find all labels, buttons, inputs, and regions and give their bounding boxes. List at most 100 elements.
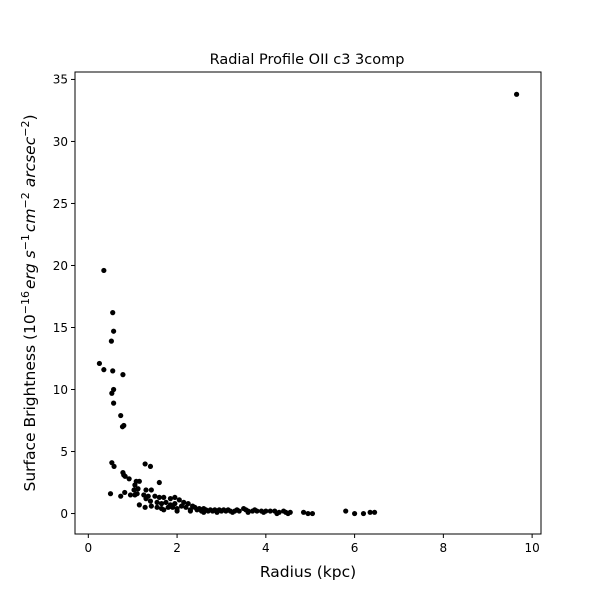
y-axis-label-unit-arcsec: arcsec (21, 136, 39, 192)
data-point (111, 400, 117, 406)
data-point (96, 360, 103, 367)
data-point (110, 368, 116, 374)
chart-title: Radial Profile OII c3 3comp (210, 52, 405, 68)
y-tick-label: 30 (53, 135, 68, 149)
data-point (305, 510, 311, 517)
data-point (254, 508, 260, 514)
data-point (126, 476, 132, 482)
data-point (245, 509, 251, 515)
y-tick-label: 20 (53, 259, 68, 273)
data-point (158, 501, 165, 507)
x-axis-ticks: 0 2 4 6 8 10 (84, 534, 540, 555)
data-point (267, 508, 273, 514)
data-point (120, 372, 126, 378)
data-point (132, 482, 138, 488)
data-point (143, 496, 149, 502)
data-point (167, 496, 174, 502)
data-point (161, 507, 167, 513)
data-point (135, 486, 141, 492)
x-tick-label: 4 (262, 541, 270, 555)
data-point (122, 473, 128, 479)
data-point (214, 509, 220, 515)
y-axis-label-exp-2: −1 (19, 234, 32, 250)
data-point (101, 267, 107, 274)
data-point (127, 492, 134, 498)
y-tick-label: 5 (60, 445, 68, 459)
data-point (122, 489, 128, 496)
data-point (109, 390, 115, 396)
data-point (513, 91, 520, 97)
y-tick-label: 25 (53, 197, 68, 211)
data-point (136, 502, 142, 508)
data-point (108, 338, 114, 344)
y-axis-label-prefix: Surface Brightness (10 (21, 314, 39, 491)
data-point (152, 493, 158, 499)
data-point (136, 478, 142, 484)
data-point (285, 510, 291, 517)
x-tick-label: 10 (524, 541, 539, 555)
y-tick-label: 10 (53, 383, 68, 397)
data-point (101, 367, 107, 373)
plot-frame (74, 71, 542, 535)
data-point (176, 497, 182, 503)
data-point (174, 508, 180, 514)
data-point (161, 494, 167, 501)
data-point (148, 487, 154, 493)
y-axis-label-exp-4: −2 (19, 121, 32, 137)
data-point (154, 504, 160, 510)
data-point (119, 424, 126, 430)
data-point (172, 494, 178, 501)
data-point (183, 504, 189, 510)
y-tick-label: 35 (53, 73, 68, 87)
data-points (96, 91, 520, 517)
data-point (107, 491, 114, 497)
data-point (118, 412, 124, 419)
data-point (118, 493, 124, 499)
data-point (187, 508, 193, 514)
y-axis-ticks: 0 5 10 15 20 25 30 35 (53, 73, 75, 521)
data-point (147, 463, 154, 470)
y-tick-label: 15 (53, 321, 68, 335)
data-point (309, 510, 316, 517)
data-point (343, 508, 349, 514)
y-axis-label-suffix: ) (21, 114, 39, 120)
x-tick-label: 0 (84, 541, 92, 555)
data-point (110, 310, 116, 316)
y-axis-label-unit-erg: erg s (21, 250, 39, 289)
data-point (236, 508, 242, 514)
data-point (111, 328, 117, 334)
x-tick-label: 2 (173, 541, 181, 555)
data-point (229, 509, 236, 515)
y-axis-label-exp-3: −2 (19, 192, 32, 208)
data-point (165, 504, 171, 510)
data-point (300, 509, 307, 515)
data-point (134, 491, 140, 497)
data-point (154, 499, 160, 505)
y-axis-label-exp-1: −16 (19, 291, 32, 314)
data-point (156, 479, 162, 486)
data-point (194, 507, 200, 513)
x-tick-label: 6 (351, 541, 359, 555)
x-tick-label: 8 (440, 541, 448, 555)
y-tick-label: 0 (60, 507, 68, 521)
y-axis-label-unit-cm: cm (21, 208, 39, 232)
data-point (143, 487, 149, 493)
data-point (163, 499, 169, 505)
data-point (156, 494, 162, 501)
data-point (111, 463, 117, 470)
data-point (261, 509, 267, 515)
data-point (360, 510, 367, 517)
data-point (147, 498, 154, 504)
x-axis-label: Radius (kpc) (260, 563, 356, 581)
data-point (352, 510, 358, 517)
y-axis-label: Surface Brightness (10−16erg s−1cm−2 arc… (19, 114, 39, 491)
data-point (274, 510, 280, 517)
data-point (371, 509, 378, 515)
data-point (131, 487, 137, 493)
data-point (142, 461, 148, 467)
data-point (170, 504, 176, 510)
data-point (148, 503, 154, 509)
data-point (178, 503, 185, 509)
data-point (367, 509, 373, 515)
